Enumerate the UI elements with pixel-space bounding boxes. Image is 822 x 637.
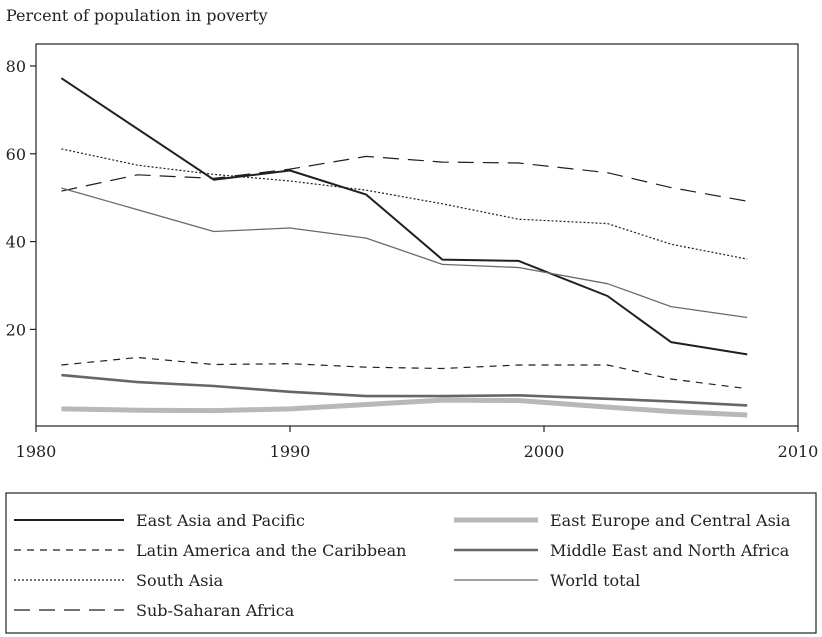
y-tick-label: 20 [6,320,26,339]
legend-label-south-asia: South Asia [136,571,224,590]
y-tick-label: 60 [6,145,26,164]
series-line-east-asia-and-pacific [60,77,748,356]
x-axis: 1980 1990 2000 2010 [16,426,819,461]
series-line-sub-saharan-africa [61,155,748,202]
plot-frame [35,43,799,427]
legend-label-east-europe-and-central-asia: East Europe and Central Asia [550,511,791,530]
legend-box [5,492,817,634]
y-tick-label: 40 [6,233,26,252]
series-line-east-europe-and-central-asia [61,397,748,418]
y-axis: 20 40 60 80 [6,57,36,339]
x-tick-label: 1980 [16,442,57,461]
legend-label-latin-america-and-the-caribbean: Latin America and the Caribbean [136,541,406,560]
legend-label-east-asia-and-pacific: East Asia and Pacific [136,511,305,530]
y-tick-label: 80 [6,57,26,76]
legend-label-middle-east-and-north-africa: Middle East and North Africa [550,541,790,560]
x-tick-label: 2000 [524,442,565,461]
legend: East Asia and Pacific Latin America and t… [14,511,791,620]
series-line-middle-east-and-north-africa [61,373,748,407]
x-tick-label: 2010 [778,442,819,461]
series-line-world-total [61,187,748,319]
legend-label-world-total: World total [550,571,640,590]
y-axis-title: Percent of population in poverty [6,6,268,25]
series-line-south-asia [61,148,748,260]
legend-label-sub-saharan-africa: Sub-Saharan Africa [136,601,295,620]
x-tick-label: 1990 [270,442,311,461]
series-layer [60,77,748,418]
series-line-latin-america-and-the-caribbean [61,356,748,390]
